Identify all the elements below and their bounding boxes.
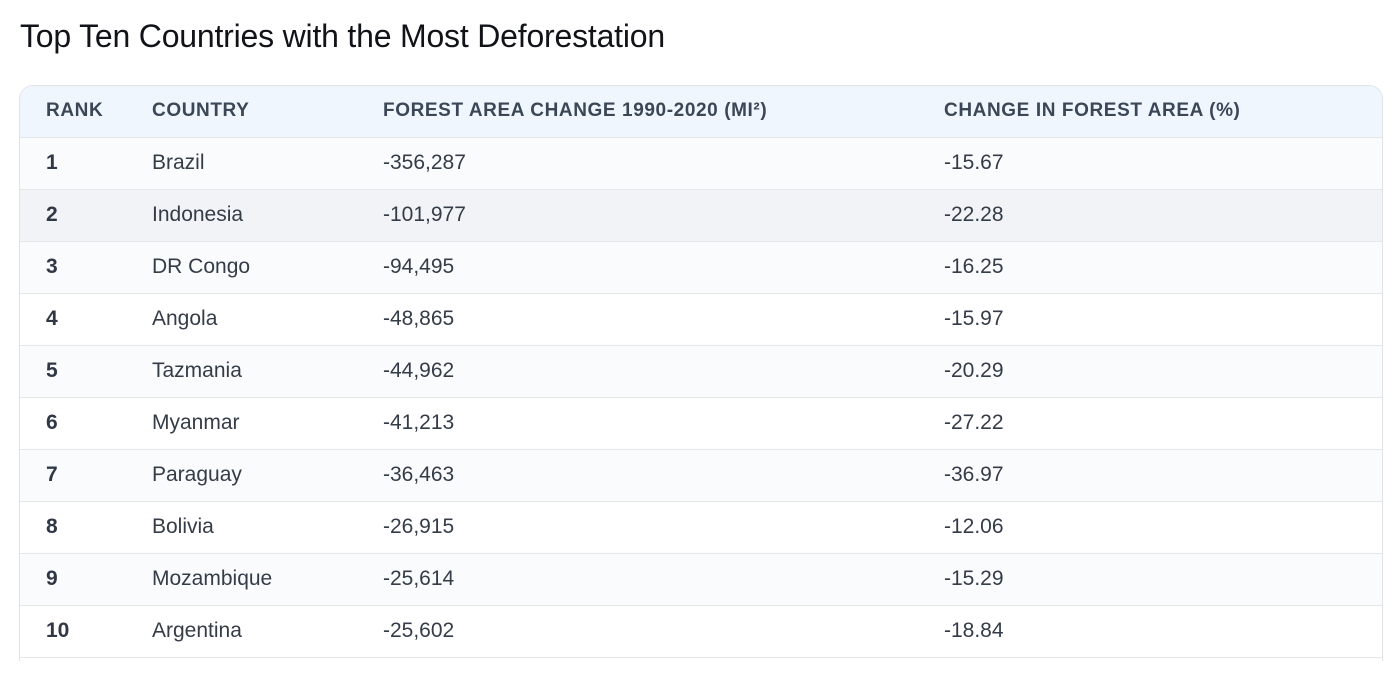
deforestation-table: RANK COUNTRY FOREST AREA CHANGE 1990-202… [20, 86, 1382, 658]
rank-cell: 8 [20, 501, 152, 554]
table-header: RANK COUNTRY FOREST AREA CHANGE 1990-202… [20, 86, 1382, 138]
table-row: 2 Indonesia -101,977 -22.28 [20, 189, 1382, 242]
pct-change-cell: -36.97 [944, 449, 1382, 502]
pct-change-cell: -20.29 [944, 345, 1382, 398]
table-header-row: RANK COUNTRY FOREST AREA CHANGE 1990-202… [20, 86, 1382, 138]
table-row: 4 Angola -48,865 -15.97 [20, 293, 1382, 346]
column-header-rank: RANK [20, 86, 152, 138]
rank-cell: 3 [20, 241, 152, 294]
rank-cell: 1 [20, 137, 152, 190]
table-row: 10 Argentina -25,602 -18.84 [20, 605, 1382, 658]
column-header-pct-change: CHANGE IN FOREST AREA (%) [944, 86, 1382, 138]
column-header-country: COUNTRY [152, 86, 383, 138]
table-body: 1 Brazil -356,287 -15.67 2 Indonesia -101,977-… [20, 137, 1382, 658]
pct-change-cell: -27.22 [944, 397, 1382, 450]
table-row: 6 Myanmar -41,213 -27.22 [20, 397, 1382, 450]
area-change-cell: -48,865 [383, 293, 944, 346]
table-row: 9 Mozambique -25,614 -15.29 [20, 553, 1382, 606]
pct-change-cell: -12.06 [944, 501, 1382, 554]
pct-change-cell: -18.84 [944, 605, 1382, 658]
rank-cell: 4 [20, 293, 152, 346]
table-row: 7 Paraguay -36,463 -36.97 [20, 449, 1382, 502]
country-cell: Argentina [152, 605, 383, 658]
area-change-cell: -94,495 [383, 241, 944, 294]
column-header-area-change: FOREST AREA CHANGE 1990-2020 (MI²) [383, 86, 944, 138]
country-cell: DR Congo [152, 241, 383, 294]
area-change-cell: -356,287 [383, 137, 944, 190]
table-row: 1 Brazil -356,287 -15.67 [20, 137, 1382, 190]
area-change-cell: -41,213 [383, 397, 944, 450]
area-change-cell: -44,962 [383, 345, 944, 398]
country-cell: Paraguay [152, 449, 383, 502]
rank-cell: 10 [20, 605, 152, 658]
rank-cell: 6 [20, 397, 152, 450]
pct-change-cell: -22.28 [944, 189, 1382, 242]
table-row: 5 Tazmania -44,962 -20.29 [20, 345, 1382, 398]
page-title: Top Ten Countries with the Most Deforest… [20, 18, 665, 54]
country-cell: Myanmar [152, 397, 383, 450]
pct-change-cell: -15.29 [944, 553, 1382, 606]
area-change-cell: -26,915 [383, 501, 944, 554]
country-cell: Brazil [152, 137, 383, 190]
country-cell: Tazmania [152, 345, 383, 398]
table-row: 3 DR Congo -94,495 -16.25 [20, 241, 1382, 294]
area-change-cell: -36,463 [383, 449, 944, 502]
rank-cell: 5 [20, 345, 152, 398]
area-change-cell: -101,977 [383, 189, 944, 242]
rank-cell: 7 [20, 449, 152, 502]
country-cell: Indonesia [152, 189, 383, 242]
country-cell: Mozambique [152, 553, 383, 606]
area-change-cell: -25,614 [383, 553, 944, 606]
area-change-cell: -25,602 [383, 605, 944, 658]
rank-cell: 9 [20, 553, 152, 606]
pct-change-cell: -15.67 [944, 137, 1382, 190]
pct-change-cell: -15.97 [944, 293, 1382, 346]
country-cell: Bolivia [152, 501, 383, 554]
pct-change-cell: -16.25 [944, 241, 1382, 294]
table-row: 8 Bolivia -26,915 -12.06 [20, 501, 1382, 554]
deforestation-table-card: RANK COUNTRY FOREST AREA CHANGE 1990-202… [19, 85, 1383, 661]
rank-cell: 2 [20, 189, 152, 242]
country-cell: Angola [152, 293, 383, 346]
